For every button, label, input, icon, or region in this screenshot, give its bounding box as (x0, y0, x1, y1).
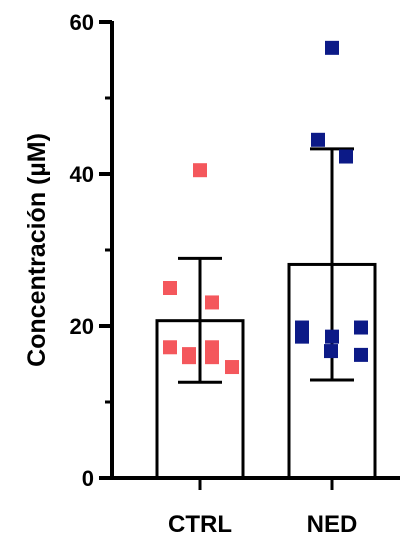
x-tick-label-ned: NED (307, 511, 358, 538)
y-tick-label-0: 0 (82, 466, 94, 491)
data-point-ned (324, 344, 338, 359)
y-axis-title: Concentración (µM) (23, 133, 51, 367)
data-point-ctrl (205, 350, 219, 365)
data-point-ned (295, 329, 309, 344)
data-point-ned (339, 149, 353, 164)
axes-layer: CTRL NED 0 20 40 60 (70, 10, 400, 538)
data-point-ned (354, 347, 368, 362)
data-point-ctrl (182, 350, 196, 365)
data-point-ctrl (205, 295, 219, 310)
y-tick-label-40: 40 (70, 162, 94, 187)
data-points-layer (163, 40, 368, 375)
data-point-ned (325, 329, 339, 344)
data-point-ctrl (193, 163, 207, 178)
bars-layer (155, 262, 377, 480)
x-tick-label-ctrl: CTRL (168, 511, 232, 538)
data-point-ctrl (163, 340, 177, 355)
data-point-ctrl (163, 281, 177, 295)
y-tick-label-20: 20 (70, 314, 94, 339)
data-point-ned (325, 40, 339, 55)
y-tick-label-60: 60 (70, 10, 94, 35)
data-point-ned (354, 320, 368, 335)
data-point-ned (311, 132, 325, 147)
data-point-ctrl (225, 360, 239, 375)
